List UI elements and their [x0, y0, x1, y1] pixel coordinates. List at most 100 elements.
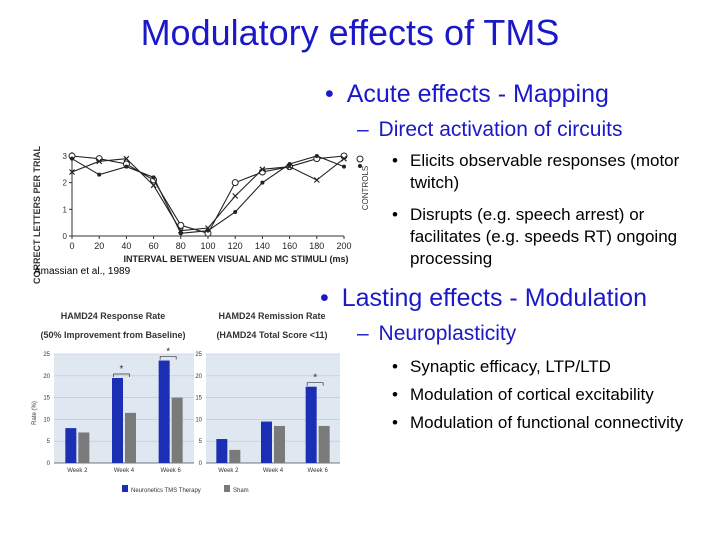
line-chart-x-tick-label: 80 [176, 241, 186, 251]
bar-chart-y-tick-label: 10 [43, 417, 50, 423]
amassian-line-chart: CORRECT LETTERS PER TRIAL INTERVAL BETWE… [32, 146, 370, 285]
line-chart-point [314, 154, 319, 158]
lasting-heading-text: Lasting effects - Modulation [341, 284, 647, 312]
significance-marker: * [313, 373, 317, 384]
bar-chart-x-tick-label: Week 4 [263, 468, 284, 474]
bar-chart-y-tick-label: 10 [195, 417, 202, 423]
line-chart-point [96, 158, 103, 165]
acute-subheading: – Direct activation of circuits [357, 118, 622, 142]
line-chart-x-tick-label: 20 [94, 241, 104, 251]
line-chart-point [232, 193, 239, 199]
bar-chart-y-tick-label: 0 [199, 461, 203, 467]
significance-bracket [113, 373, 130, 377]
acute-subheading-text: Direct activation of circuits [378, 118, 623, 141]
bar-chart-y-tick-label: 5 [199, 439, 203, 445]
line-chart-point [124, 164, 129, 169]
line-chart-series-line [71, 155, 345, 234]
bar1-title: HAMD24 Response Rate [61, 311, 166, 321]
bar-chart-plot-area [206, 354, 340, 463]
lasting-subheading: – Neuroplasticity [357, 322, 516, 346]
bullet-glyph: • [392, 205, 398, 224]
lasting-item-text: Synaptic efficacy, LTP/LTD [410, 357, 611, 376]
bar [65, 428, 77, 463]
bar [229, 449, 241, 463]
control-point [358, 164, 362, 168]
bullet-glyph: • [320, 284, 329, 312]
line-chart-x-tick-label: 160 [282, 241, 297, 251]
line-chart-y-tick-label: 2 [63, 179, 68, 188]
bar [78, 432, 90, 463]
bar2-subtitle: (HAMD24 Total Score <11) [216, 330, 327, 340]
dash-glyph: – [357, 322, 369, 345]
bar-chart-y-tick-label: 5 [47, 439, 51, 445]
line-chart-point [206, 228, 210, 233]
line-chart-point [287, 162, 292, 166]
significance-marker: * [120, 364, 124, 375]
significance-bracket [159, 356, 177, 360]
line-chart-y-tick-label: 0 [63, 232, 68, 241]
line-chart-point [178, 231, 183, 236]
bar [318, 425, 330, 463]
line-chart-x-tick-label: 60 [149, 241, 159, 251]
significance-bracket [306, 382, 324, 386]
line-chart-point [342, 164, 346, 169]
acute-item-2: • Disrupts (e.g. speech arrest) or facil… [392, 204, 710, 270]
legend-label-tms: Neuronetics TMS Therapy [131, 488, 201, 494]
lasting-subheading-text: Neuroplasticity [378, 322, 517, 345]
line-chart-series-line [71, 155, 345, 234]
line-chart-citation: Amassian et al., 1989 [34, 266, 131, 277]
bar-chart-x-tick-label: Week 6 [161, 468, 182, 474]
bar-chart-y-tick-label: 20 [195, 374, 202, 380]
bar [216, 439, 228, 463]
bar-chart-y-tick-label: 15 [195, 396, 202, 402]
bar-chart-x-tick-label: Week 2 [67, 468, 88, 474]
bullet-glyph: • [325, 80, 334, 108]
bullet-glyph: • [392, 151, 398, 170]
line-chart-point [341, 155, 347, 162]
line-chart-point [70, 156, 74, 161]
bullet-glyph: • [392, 357, 398, 376]
bar [171, 397, 183, 463]
line-chart-point [150, 182, 157, 189]
legend-swatch-sham [224, 485, 230, 492]
lasting-item-text: Modulation of cortical excitability [410, 385, 654, 404]
line-chart-point [69, 169, 75, 175]
acute-heading-text: Acute effects - Mapping [346, 80, 609, 108]
bar-chart-x-tick-label: Week 6 [308, 468, 329, 474]
remission-rate-bar-chart: HAMD24 Remission Rate (HAMD24 Total Scor… [195, 311, 340, 474]
bar [274, 425, 285, 463]
bar1-subtitle: (50% Improvement from Baseline) [40, 330, 185, 340]
bullet-glyph: • [392, 413, 398, 432]
legend-label-sham: Sham [233, 488, 249, 494]
bar-chart-y-tick-label: 20 [43, 374, 50, 380]
line-chart-x-tick-label: 0 [69, 241, 74, 251]
lasting-item-3: • Modulation of functional connectivity [392, 412, 710, 434]
acute-item-1: • Elicits observable responses (motor tw… [392, 150, 710, 194]
line-chart-x-tick-label: 200 [336, 241, 351, 251]
bar [305, 386, 317, 463]
line-chart-x-tick-label: 100 [200, 241, 215, 251]
line-chart-point [123, 155, 130, 162]
bar [125, 412, 136, 463]
line-chart-point [233, 210, 238, 214]
line-chart-point [231, 179, 239, 187]
line-chart-point [260, 180, 265, 185]
response-rate-bar-chart: HAMD24 Response Rate (50% Improvement fr… [32, 311, 194, 474]
lasting-item-1: • Synaptic efficacy, LTP/LTD [392, 356, 710, 378]
significance-marker: * [166, 347, 170, 358]
line-chart-series-line [71, 158, 345, 232]
control-point [356, 155, 364, 163]
bar-chart-legend: Neuronetics TMS Therapy Sham [122, 485, 249, 494]
bar-chart-x-tick-label: Week 2 [218, 468, 239, 474]
bar [112, 377, 123, 463]
line-chart-point [313, 177, 320, 183]
line-chart-xlabel: INTERVAL BETWEEN VISUAL AND MC STIMULI (… [123, 254, 348, 264]
bar2-title: HAMD24 Remission Rate [218, 311, 325, 321]
bar [158, 360, 170, 463]
legend-swatch-tms [122, 485, 128, 492]
line-chart-y-tick-label: 1 [63, 205, 68, 214]
line-chart-y-tick-label: 3 [63, 152, 68, 161]
line-chart-x-tick-label: 40 [121, 241, 131, 251]
bar-chart-y-tick-label: 0 [47, 461, 51, 467]
bar1-ylabel: Rate (%) [32, 401, 38, 425]
